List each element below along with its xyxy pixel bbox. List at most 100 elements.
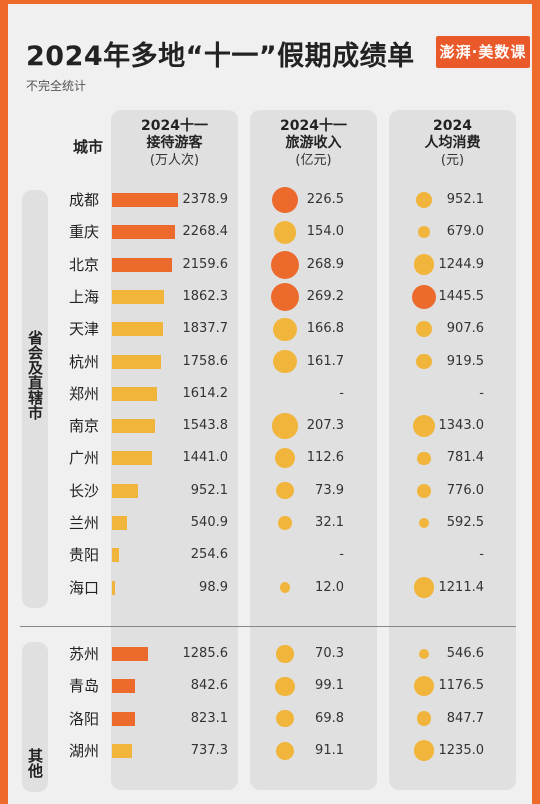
spend-dot xyxy=(417,226,431,239)
spend-value: 679.0 xyxy=(446,224,484,240)
visitors-bar xyxy=(112,419,155,434)
revenue-dot xyxy=(278,516,292,530)
visitors-bar xyxy=(112,225,175,240)
spend-dot xyxy=(416,711,432,726)
visitors-value: 737.3 xyxy=(190,742,228,758)
city-name: 青岛 xyxy=(68,677,99,696)
spend-value: 1244.9 xyxy=(438,256,485,272)
group-divider xyxy=(20,626,516,627)
revenue-value: 166.8 xyxy=(306,321,344,337)
spend-dot xyxy=(417,483,431,498)
city-name: 兰州 xyxy=(68,514,99,532)
group-panel-other xyxy=(22,642,48,792)
spend-value: 592.5 xyxy=(446,515,484,530)
spend-dot xyxy=(413,577,435,598)
visitors-bar xyxy=(112,257,172,272)
revenue-value: 269.2 xyxy=(306,288,344,304)
visitors-bar xyxy=(112,743,133,758)
revenue-dot xyxy=(273,317,297,341)
thepaper-logo: 澎湃·美数课 xyxy=(436,36,530,68)
page-subtitle: 不完全统计 xyxy=(26,79,87,93)
spend-value: 1343.0 xyxy=(438,418,485,434)
city-name: 天津 xyxy=(68,320,99,339)
spend-dot xyxy=(417,451,431,466)
revenue-value: 112.6 xyxy=(306,450,344,466)
city-name: 贵阳 xyxy=(68,546,99,565)
revenue-value: 207.3 xyxy=(306,418,344,434)
visitors-column-panel xyxy=(111,110,238,790)
revenue-missing: - xyxy=(339,385,344,401)
header-spend: 2024 人均消费 (元) xyxy=(389,118,516,178)
spend-dot xyxy=(416,321,432,338)
visitors-value: 254.6 xyxy=(190,547,228,563)
revenue-dot xyxy=(271,282,299,311)
logo-text: 澎湃·美数课 xyxy=(436,36,530,68)
revenue-dot xyxy=(279,582,291,593)
visitors-bar xyxy=(112,711,135,726)
spend-dot xyxy=(412,414,436,438)
revenue-missing: - xyxy=(339,547,344,563)
city-name: 洛阳 xyxy=(68,709,99,728)
spend-dot xyxy=(413,740,435,762)
visitors-value: 1543.8 xyxy=(182,418,229,434)
header-revenue-line1: 2024十一 xyxy=(280,118,347,134)
visitors-value: 842.6 xyxy=(190,678,228,694)
page-title: 2024年多地“十一”假期成绩单 xyxy=(26,41,415,72)
revenue-dot xyxy=(271,250,299,279)
header-visitors: 2024十一 接待游客 (万人次) xyxy=(111,118,238,178)
group-label-other: 其他 xyxy=(22,748,48,778)
visitors-value: 1758.6 xyxy=(182,353,229,369)
visitors-value: 2159.6 xyxy=(182,256,229,272)
spend-value: 907.6 xyxy=(446,321,484,337)
revenue-value: 32.1 xyxy=(315,515,344,530)
header-visitors-line2: 接待游客 xyxy=(146,135,203,151)
spend-value: 1176.5 xyxy=(438,678,485,694)
header-spend-line2: 人均消费 xyxy=(424,135,481,151)
visitors-value: 2268.4 xyxy=(182,224,229,240)
city-name: 郑州 xyxy=(68,384,99,403)
spend-dot xyxy=(414,676,434,697)
visitors-bar xyxy=(112,580,115,595)
header-visitors-unit: (万人次) xyxy=(149,153,200,168)
city-name: 海口 xyxy=(68,578,99,597)
revenue-value: 268.9 xyxy=(306,256,344,272)
revenue-dot xyxy=(274,448,296,469)
visitors-value: 823.1 xyxy=(190,710,228,726)
revenue-value: 70.3 xyxy=(315,646,344,661)
visitors-value: 952.1 xyxy=(190,482,228,498)
revenue-dot xyxy=(271,186,299,214)
spend-value: 1235.0 xyxy=(438,742,485,758)
visitors-bar xyxy=(112,193,178,207)
spend-value: 952.1 xyxy=(446,192,484,207)
city-name: 广州 xyxy=(68,449,99,468)
spend-dot xyxy=(418,517,430,529)
revenue-value: 161.7 xyxy=(306,353,344,369)
city-name: 上海 xyxy=(68,287,99,306)
visitors-value: 2378.9 xyxy=(182,192,229,207)
revenue-dot xyxy=(276,481,294,500)
visitors-bar xyxy=(112,647,148,661)
header-visitors-line1: 2024十一 xyxy=(141,118,208,134)
revenue-value: 154.0 xyxy=(306,224,344,240)
group-panel-provincial xyxy=(22,190,48,608)
city-name: 湖州 xyxy=(68,741,99,760)
visitors-bar xyxy=(112,322,163,337)
visitors-value: 98.9 xyxy=(199,579,228,595)
visitors-value: 1285.6 xyxy=(182,646,229,661)
visitors-bar xyxy=(112,354,161,369)
city-name: 重庆 xyxy=(68,223,99,242)
city-name: 长沙 xyxy=(68,481,99,500)
spend-value: 781.4 xyxy=(446,450,484,466)
visitors-value: 540.9 xyxy=(190,515,228,530)
spend-value: 1211.4 xyxy=(438,579,485,595)
revenue-dot xyxy=(276,645,294,663)
revenue-value: 91.1 xyxy=(315,742,344,758)
revenue-column-panel xyxy=(250,110,377,790)
group-label-provincial-text: 省会及直辖市 xyxy=(26,330,44,420)
spend-column-panel xyxy=(389,110,516,790)
visitors-bar xyxy=(112,516,127,530)
revenue-dot xyxy=(273,220,297,244)
header-revenue-line2: 旅游收入 xyxy=(285,135,342,151)
group-label-provincial: 省会及直辖市 xyxy=(22,330,48,420)
header-revenue-unit: (亿元) xyxy=(295,153,332,168)
